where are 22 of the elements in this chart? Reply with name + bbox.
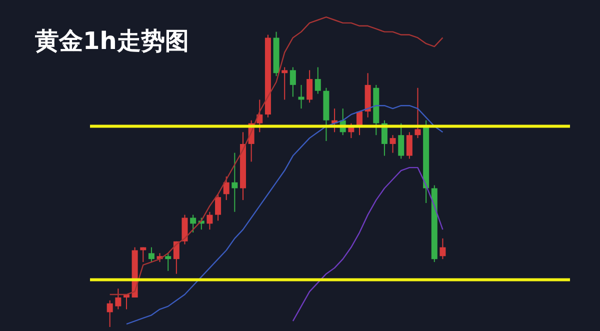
candlestick [123, 294, 130, 310]
candlestick [223, 176, 230, 201]
candlestick [314, 66, 321, 94]
candlestick [440, 238, 446, 260]
candlestick [406, 132, 412, 160]
candlestick [115, 288, 122, 310]
candlestick [398, 122, 404, 160]
candlestick [306, 70, 313, 104]
candlestick [206, 211, 213, 230]
candlestick [290, 66, 296, 98]
candlestick [232, 152, 238, 212]
candlestick [298, 84, 304, 110]
candlestick [190, 214, 196, 234]
candlestick [390, 134, 396, 154]
candlestick [215, 194, 222, 222]
candlestick [282, 66, 288, 100]
candlestick [182, 214, 188, 245]
candlestick [165, 252, 172, 272]
candlestick [148, 246, 154, 263]
candlestick [106, 300, 113, 328]
chart-title: 黄金1h走势图 [34, 27, 189, 55]
candlestick [414, 87, 421, 139]
